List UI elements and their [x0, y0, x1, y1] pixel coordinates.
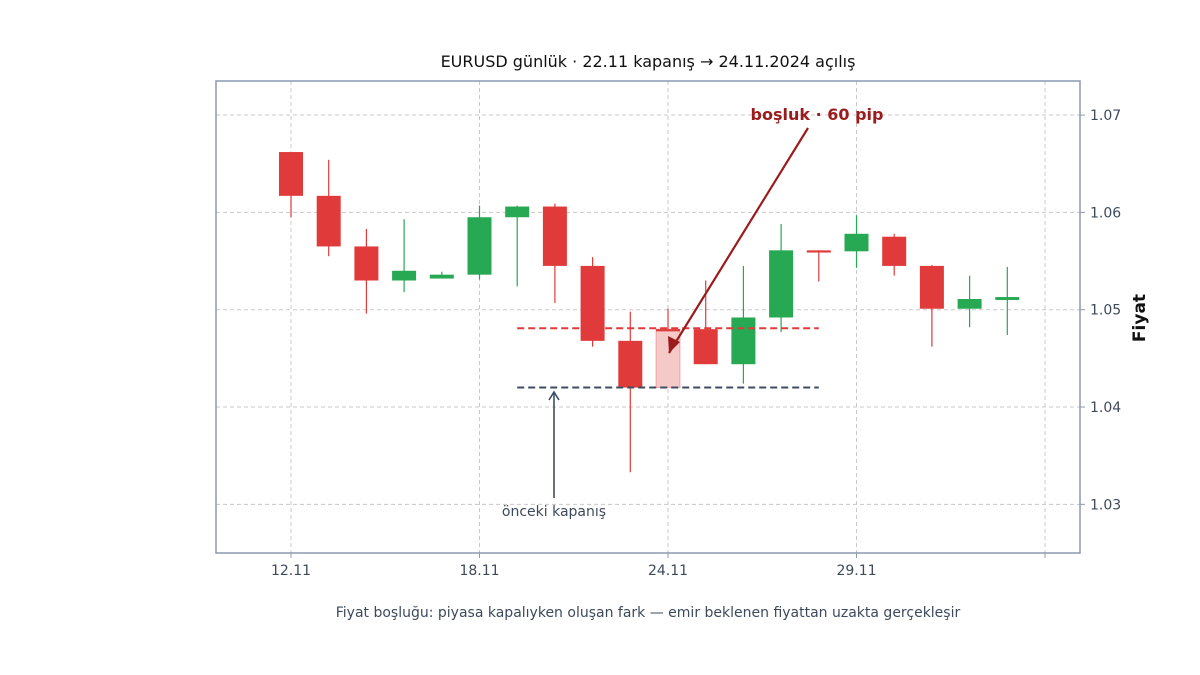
- y-tick-label: 1.07: [1090, 108, 1121, 124]
- candle-body: [882, 236, 907, 266]
- candle-body: [618, 340, 643, 388]
- candles: [279, 152, 1020, 473]
- candle-body: [429, 274, 454, 279]
- candle-body: [769, 250, 794, 318]
- annotations: boşluk · 60 pip önceki kapanış: [502, 105, 884, 520]
- y-axis-label: Fiyat: [1130, 294, 1150, 342]
- y-tick-label: 1.04: [1090, 400, 1121, 416]
- candle-body: [505, 206, 530, 218]
- grid-lines: [216, 81, 1080, 553]
- y-axis-ticks: 1.03 1.04 1.05 1.06 1.07: [1080, 108, 1121, 513]
- candle-body: [731, 317, 756, 365]
- candle-body: [957, 298, 982, 309]
- candle-body: [919, 265, 944, 309]
- previous-close-arrow-head: [548, 390, 560, 401]
- y-tick-label: 1.06: [1090, 205, 1121, 221]
- candle-body: [392, 270, 417, 281]
- chart-caption: Fiyat boşluğu: piyasa kapalıyken oluşan …: [336, 605, 961, 621]
- candle-body: [316, 195, 341, 247]
- candle-body: [806, 250, 831, 253]
- gap-arrow: [668, 127, 809, 354]
- x-axis-ticks: 12.11 18.11 24.11 29.11: [271, 553, 1046, 579]
- candle-body: [693, 329, 718, 365]
- candle-body: [844, 233, 869, 252]
- candle-body: [656, 329, 680, 332]
- x-tick-label: 12.11: [271, 563, 311, 579]
- gap-annotation-label: boşluk · 60 pip: [751, 105, 884, 124]
- x-tick-label: 18.11: [459, 563, 499, 579]
- x-tick-label: 29.11: [836, 563, 876, 579]
- gap-box: [655, 328, 681, 389]
- candle-body: [279, 152, 303, 196]
- previous-close-label: önceki kapanış: [502, 504, 606, 520]
- plot-frame: [215, 80, 1081, 554]
- gap-arrow-head: [668, 336, 680, 353]
- gap-layer: [655, 328, 681, 389]
- reference-lines: [517, 327, 819, 389]
- candle-body: [354, 246, 379, 281]
- x-tick-label: 24.11: [648, 563, 688, 579]
- candle-body: [995, 297, 1020, 300]
- candle-body: [542, 206, 567, 266]
- candle-body: [580, 265, 605, 341]
- y-tick-label: 1.05: [1090, 303, 1121, 319]
- candle-body: [467, 217, 492, 275]
- chart-title: EURUSD günlük · 22.11 kapanış → 24.11.20…: [441, 52, 856, 71]
- y-tick-label: 1.03: [1090, 497, 1121, 513]
